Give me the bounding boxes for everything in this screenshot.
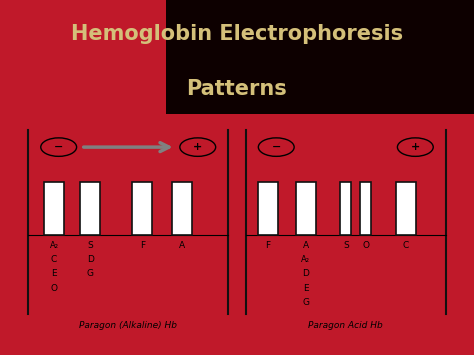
Bar bbox=[296, 182, 316, 235]
Text: A: A bbox=[179, 241, 185, 250]
Text: F: F bbox=[265, 241, 270, 250]
Text: D: D bbox=[302, 269, 309, 278]
Text: F: F bbox=[140, 241, 145, 250]
Text: G: G bbox=[302, 298, 309, 307]
Text: A₂: A₂ bbox=[49, 241, 58, 250]
Text: +: + bbox=[410, 142, 420, 152]
Text: A₂: A₂ bbox=[301, 255, 310, 264]
Bar bbox=[44, 182, 64, 235]
Text: O: O bbox=[51, 284, 57, 293]
FancyBboxPatch shape bbox=[166, 0, 474, 114]
Text: +: + bbox=[193, 142, 202, 152]
Text: −: − bbox=[54, 142, 64, 152]
Bar bbox=[257, 182, 278, 235]
Text: E: E bbox=[303, 284, 309, 293]
Text: Paragon Acid Hb: Paragon Acid Hb bbox=[309, 321, 383, 330]
Text: E: E bbox=[51, 269, 57, 278]
Text: C: C bbox=[403, 241, 409, 250]
Bar bbox=[132, 182, 152, 235]
Text: D: D bbox=[87, 255, 93, 264]
Text: −: − bbox=[272, 142, 281, 152]
Bar bbox=[173, 182, 192, 235]
Text: S: S bbox=[87, 241, 93, 250]
Text: O: O bbox=[362, 241, 369, 250]
Bar bbox=[396, 182, 416, 235]
Text: Hemoglobin Electrophoresis: Hemoglobin Electrophoresis bbox=[71, 24, 403, 44]
Bar bbox=[80, 182, 100, 235]
Text: Patterns: Patterns bbox=[187, 78, 287, 99]
Text: A: A bbox=[302, 241, 309, 250]
Text: G: G bbox=[87, 269, 94, 278]
Bar bbox=[340, 182, 351, 235]
Text: Paragon (Alkaline) Hb: Paragon (Alkaline) Hb bbox=[79, 321, 177, 330]
Text: S: S bbox=[343, 241, 349, 250]
Text: C: C bbox=[51, 255, 57, 264]
Bar bbox=[360, 182, 371, 235]
